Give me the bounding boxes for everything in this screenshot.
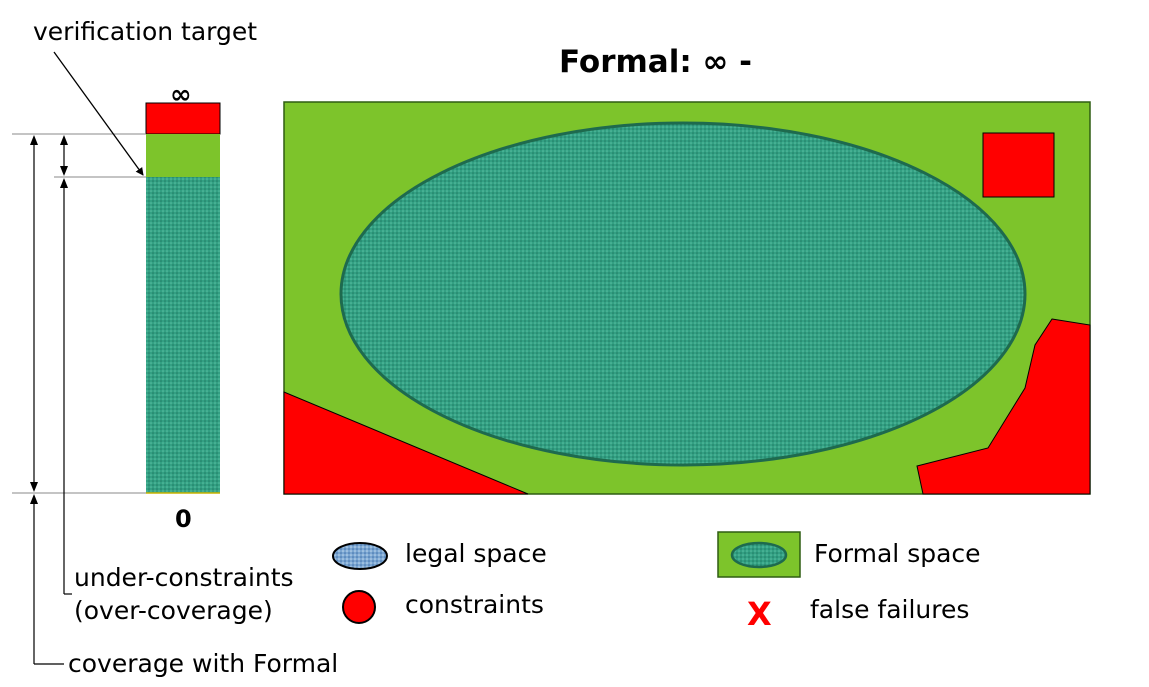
bar-legal-segment [146,177,220,493]
under-constraint-arrowhead-bottom [60,166,68,176]
coverage-with-formal-label: coverage with Formal [68,649,338,678]
coverage-arrowhead-bottom [30,482,38,492]
coverage-leader-arrowhead [30,494,38,504]
constraint-square-top-right [982,132,1055,198]
under-constraints-leader-arrowhead [60,178,68,188]
under-constraint-arrowhead-top [60,135,68,145]
legend-formal-space-label: Formal space [814,539,981,568]
legend-constraints-label: constraints [405,590,544,619]
verification-target-arrow [53,51,144,176]
legend-false-failures-label: false failures [810,595,969,624]
legend-false-failures-mark: X [747,595,772,633]
diagram-title: Formal: ∞ - [559,44,752,80]
legend-formal-space-ellipse [730,541,788,569]
legend-legal-space-label: legal space [405,539,547,568]
verification-target-label: verification target [33,17,257,46]
constraint-shape-bottom-right [916,318,1091,495]
legal-space-ellipse [339,121,1027,467]
constraint-triangle-bottom-left [283,391,529,495]
legend-constraints-icon [342,590,376,624]
legend-legal-space-icon [332,542,388,570]
under-constraints-label: under-constraints [74,563,294,592]
bar-constraints-segment [145,102,221,135]
over-coverage-label: (over-coverage) [74,596,273,625]
bar-under-constraint-segment [146,134,220,177]
bar-zero-label: 0 [175,505,192,533]
coverage-arrowhead-top [30,135,38,145]
